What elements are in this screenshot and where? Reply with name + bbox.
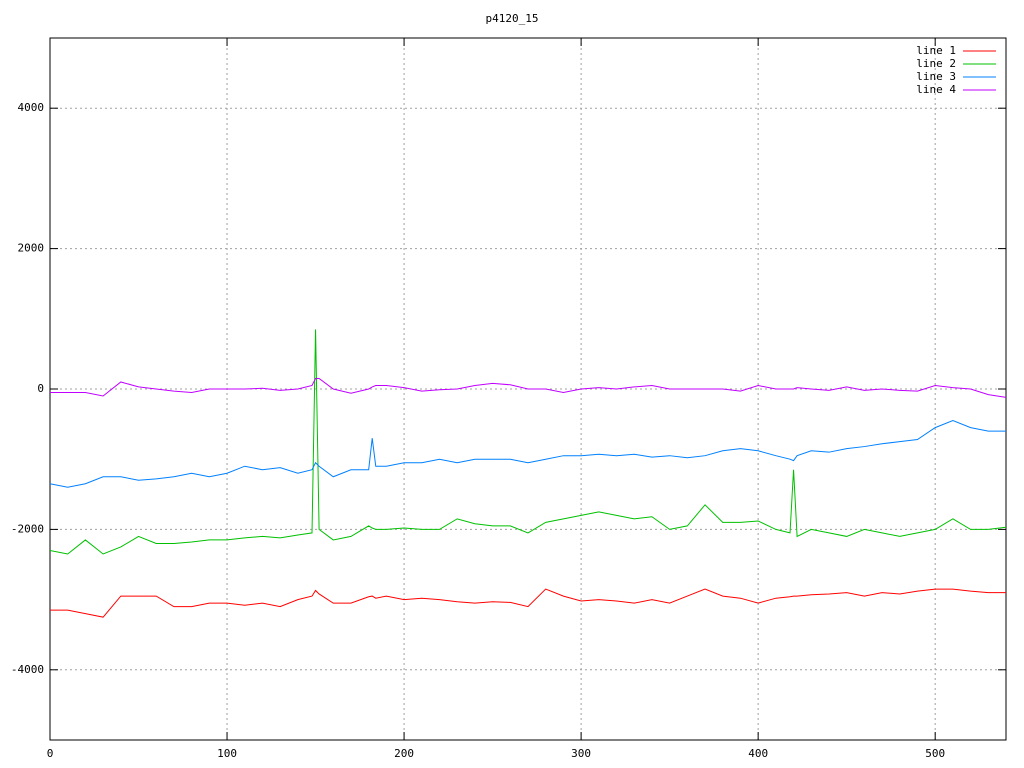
plot-frame: [49, 37, 1007, 741]
x-tick-label: 0: [47, 747, 54, 760]
data-line: [50, 377, 1007, 398]
legend-label: line 4: [916, 83, 956, 96]
y-tick-label: 4000: [18, 101, 45, 114]
x-tick-label: 200: [394, 747, 414, 760]
x-tick-label: 300: [571, 747, 591, 760]
x-tick-label: 500: [925, 747, 945, 760]
y-tick-label: 2000: [18, 242, 45, 255]
chart-title: p4120_15: [486, 12, 539, 25]
data-line: [49, 329, 1007, 555]
y-tick-label: -4000: [11, 663, 44, 676]
legend-label: line 2: [916, 57, 956, 70]
x-tick-label: 400: [748, 747, 768, 760]
y-tick-label: 0: [37, 382, 44, 395]
data-line: [50, 588, 1006, 618]
data-line: [49, 420, 1006, 488]
y-tick-label: -2000: [11, 522, 44, 535]
x-tick-label: 100: [217, 747, 237, 760]
legend-label: line 1: [916, 44, 956, 57]
legend-label: line 3: [916, 70, 956, 83]
